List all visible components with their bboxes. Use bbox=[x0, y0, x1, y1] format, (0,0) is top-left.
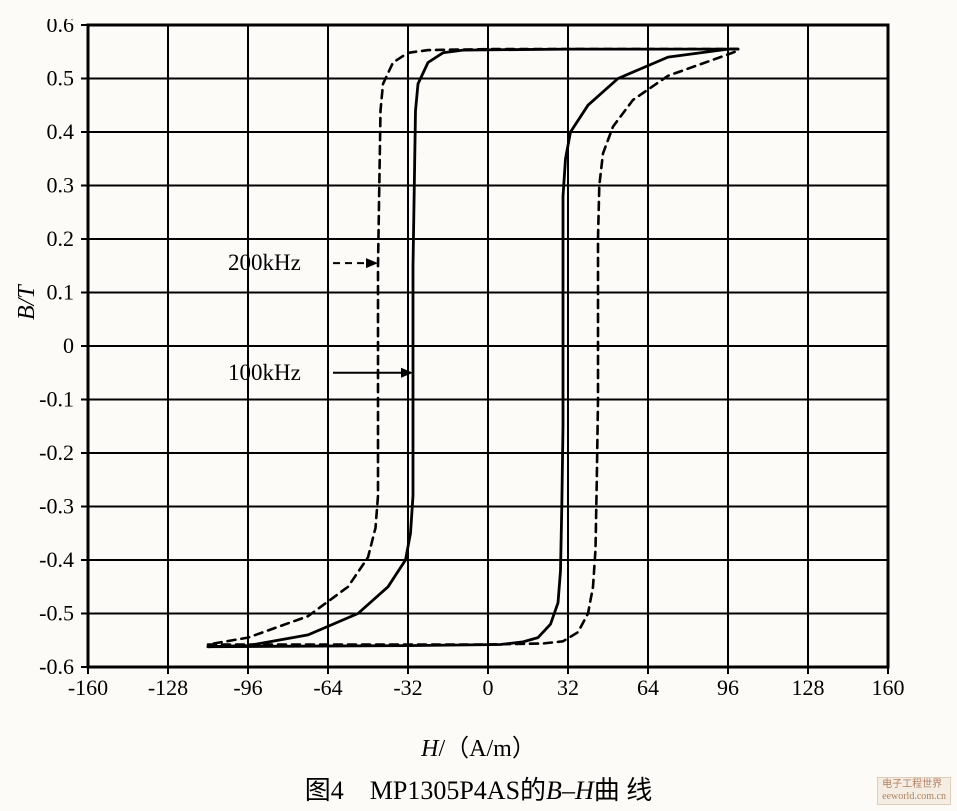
svg-text:96: 96 bbox=[717, 675, 739, 700]
plot-svg: -160-128-96-64-320326496128160-0.6-0.5-0… bbox=[16, 19, 928, 709]
caption-B: B bbox=[546, 776, 562, 805]
svg-text:-0.3: -0.3 bbox=[39, 494, 74, 519]
svg-text:-0.1: -0.1 bbox=[39, 387, 74, 412]
caption-prefix: 图4 MP1305P4AS的 bbox=[305, 776, 546, 805]
x-axis-label: H/（A/m） bbox=[0, 728, 957, 763]
svg-text:0: 0 bbox=[483, 675, 494, 700]
svg-text:-64: -64 bbox=[313, 675, 342, 700]
plot-area: -160-128-96-64-320326496128160-0.6-0.5-0… bbox=[16, 19, 816, 661]
y-axis-unit: /T bbox=[14, 285, 40, 305]
svg-text:-0.2: -0.2 bbox=[39, 440, 74, 465]
caption-H: H bbox=[575, 776, 594, 805]
svg-text:100kHz: 100kHz bbox=[228, 360, 301, 385]
svg-text:160: 160 bbox=[872, 675, 905, 700]
svg-text:0.3: 0.3 bbox=[47, 173, 75, 198]
caption-suffix: 曲 线 bbox=[594, 776, 653, 805]
svg-text:0.6: 0.6 bbox=[47, 19, 75, 37]
figure-caption: 图4 MP1305P4AS的B–H曲 线 bbox=[0, 770, 957, 807]
svg-text:0.2: 0.2 bbox=[47, 226, 75, 251]
svg-text:0: 0 bbox=[63, 333, 74, 358]
svg-text:-0.6: -0.6 bbox=[39, 654, 74, 679]
svg-text:-128: -128 bbox=[148, 675, 188, 700]
x-axis-unit: /（A/m） bbox=[439, 736, 536, 762]
y-axis-symbol: B bbox=[14, 305, 40, 320]
svg-text:0.5: 0.5 bbox=[47, 66, 75, 91]
y-axis-label: B/T bbox=[14, 285, 41, 320]
svg-text:200kHz: 200kHz bbox=[228, 250, 301, 275]
svg-text:64: 64 bbox=[637, 675, 659, 700]
figure-page: -160-128-96-64-320326496128160-0.6-0.5-0… bbox=[0, 0, 957, 811]
svg-text:32: 32 bbox=[557, 675, 579, 700]
svg-text:-0.5: -0.5 bbox=[39, 601, 74, 626]
svg-text:128: 128 bbox=[792, 675, 825, 700]
svg-text:-32: -32 bbox=[393, 675, 422, 700]
svg-text:0.4: 0.4 bbox=[47, 119, 75, 144]
x-axis-symbol: H bbox=[421, 736, 438, 762]
caption-dash: – bbox=[562, 776, 575, 805]
svg-text:-96: -96 bbox=[233, 675, 262, 700]
watermark-badge: 电子工程世界eeworld.com.cn bbox=[877, 777, 951, 805]
svg-text:0.1: 0.1 bbox=[47, 280, 75, 305]
svg-text:-0.4: -0.4 bbox=[39, 547, 74, 572]
